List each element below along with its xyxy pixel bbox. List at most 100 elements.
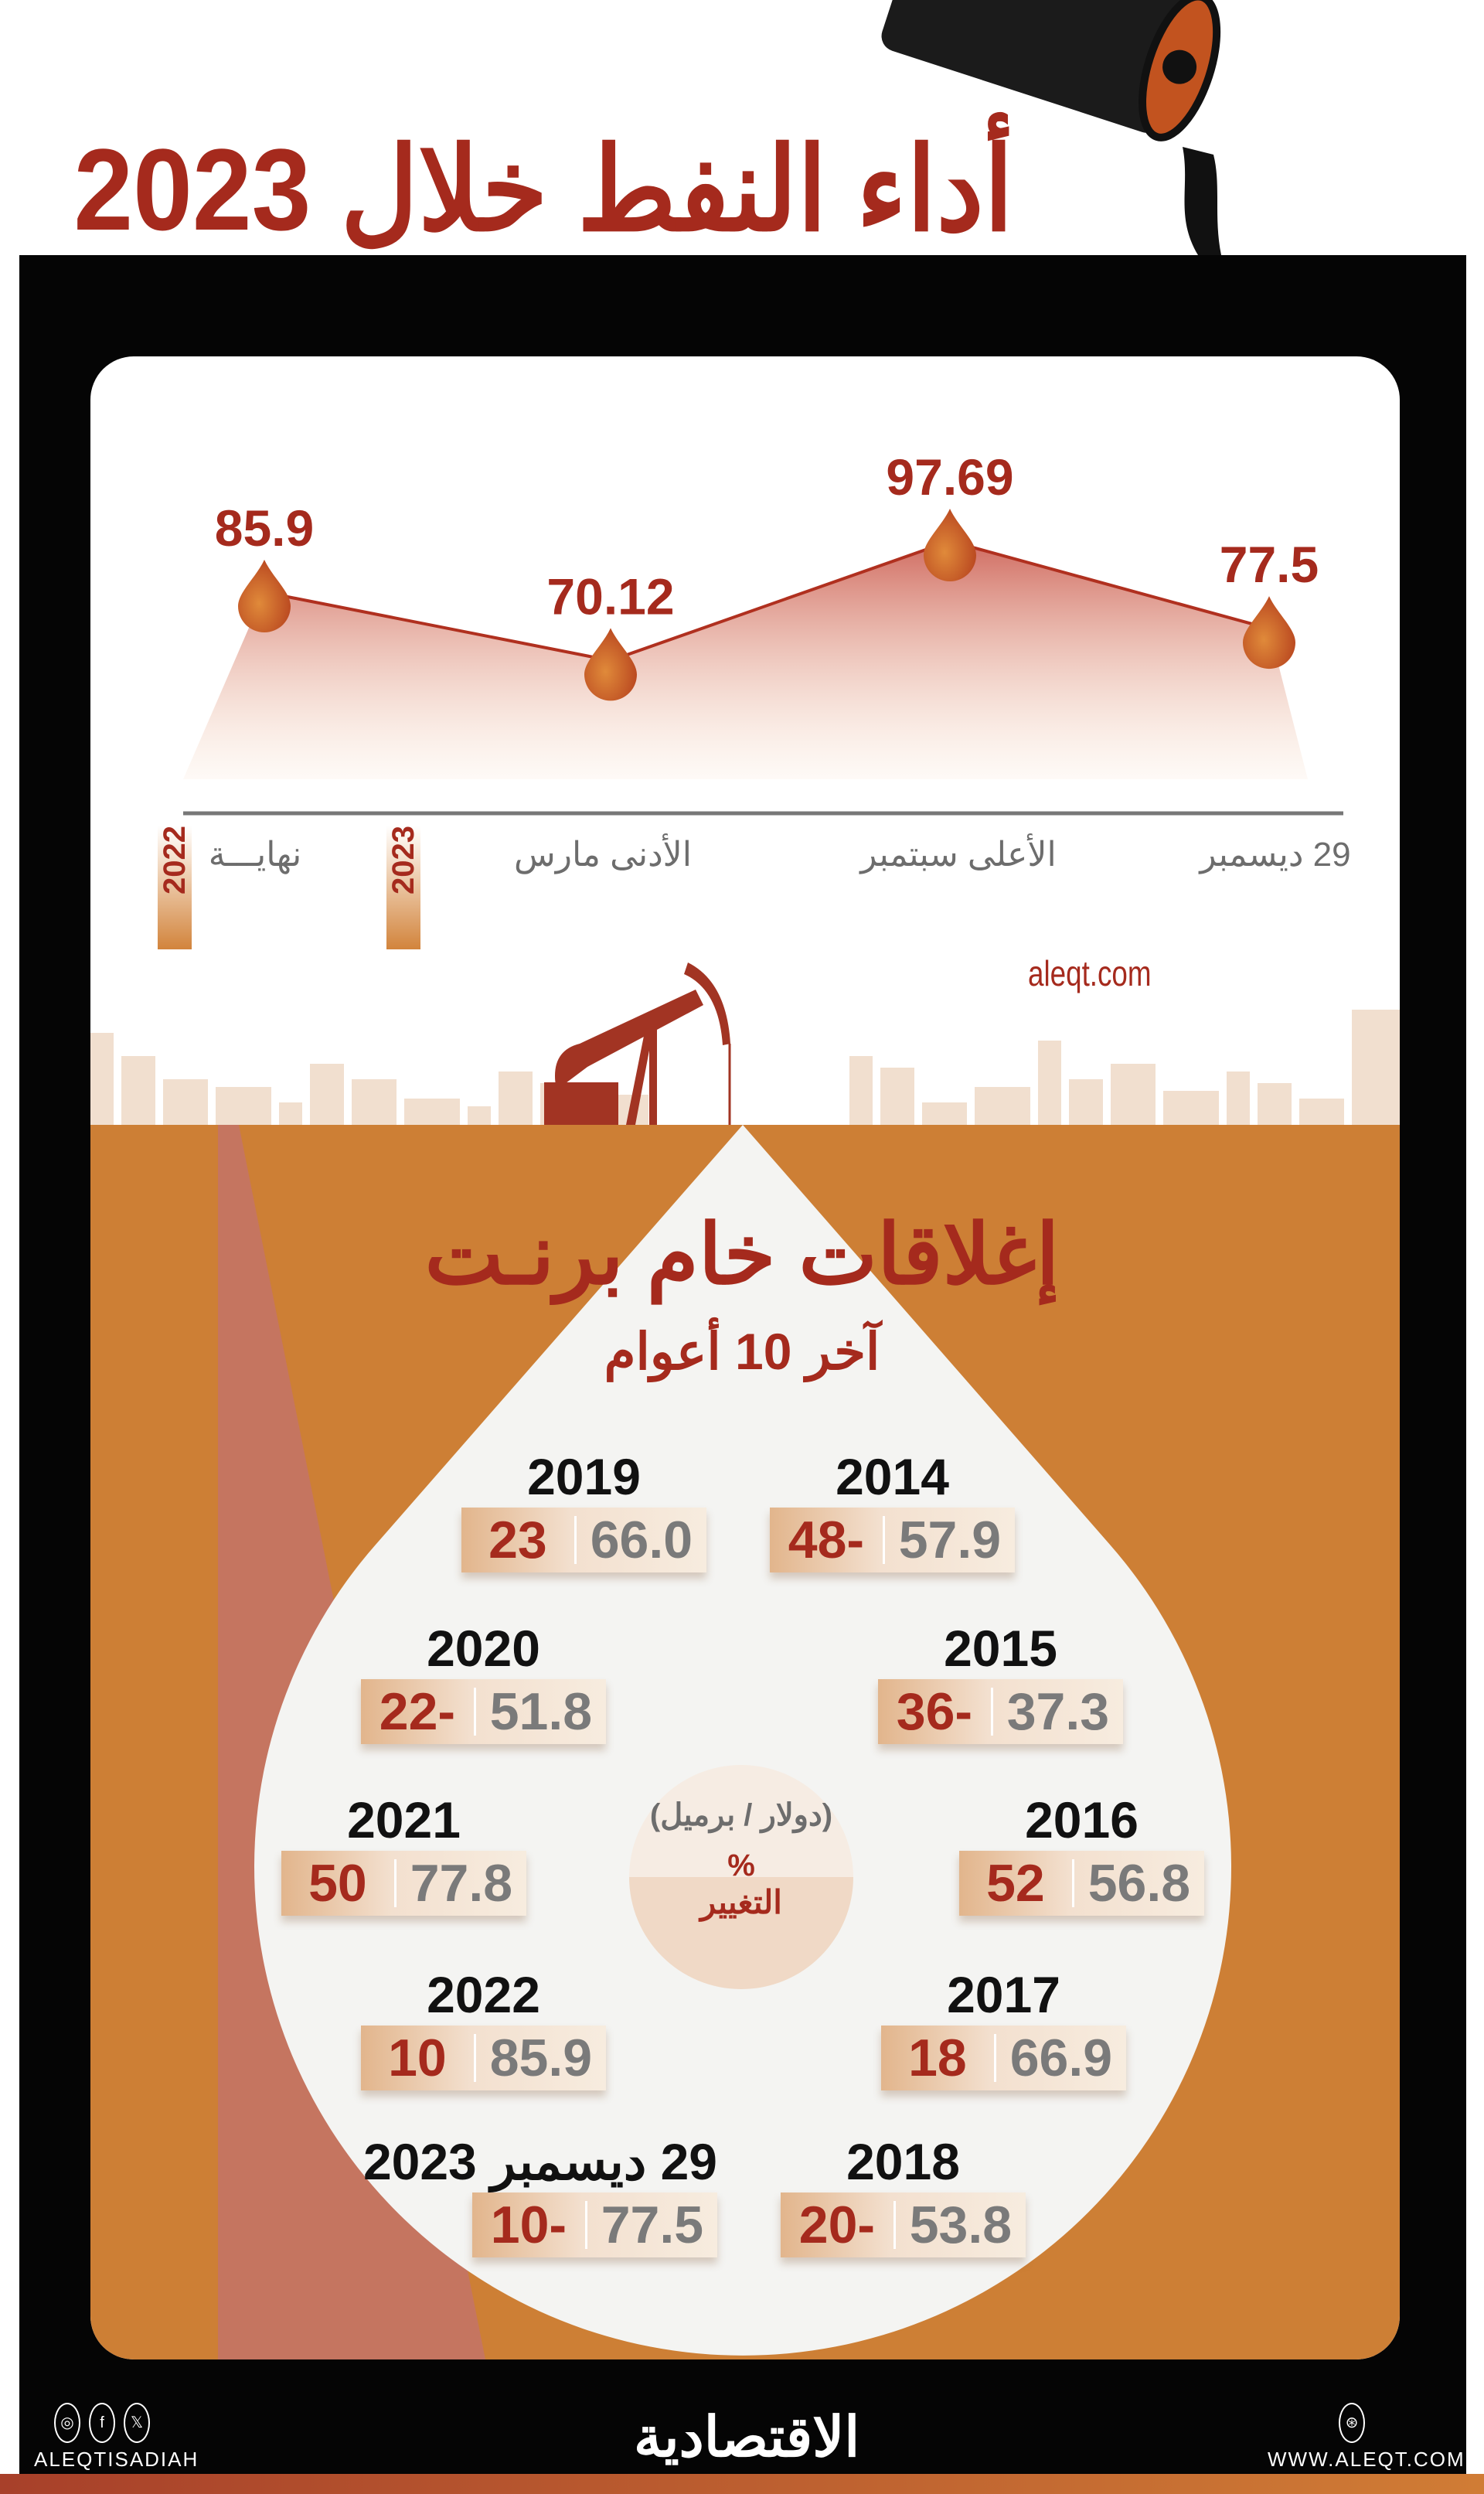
footer-bar	[0, 2474, 1484, 2494]
brent-title: إغلاقات خام برنـت	[424, 1208, 1060, 1301]
year-box: 10 85.9	[361, 2026, 606, 2090]
year-box: 22- 51.8	[361, 1679, 606, 1744]
price-value: 77.8	[410, 1854, 513, 1913]
change-value: 18	[908, 2029, 967, 2087]
change-value: 22-	[379, 1682, 456, 1741]
building	[310, 1064, 344, 1126]
divider	[993, 2034, 996, 2082]
year-tag: 2022	[158, 826, 192, 949]
divider	[473, 2034, 476, 2082]
price-value: 57.9	[898, 1511, 1002, 1569]
drop-marker	[1243, 596, 1295, 669]
year-label: 2017	[947, 1966, 1060, 2023]
year-box: 20- 53.8	[781, 2192, 1026, 2257]
building	[352, 1079, 397, 1126]
year-label: 2015	[944, 1620, 1057, 1677]
brand-logo: الاقتصادية	[634, 2407, 860, 2468]
building	[404, 1099, 460, 1126]
year-label: 2016	[1025, 1791, 1139, 1848]
x-label: الأعلى سبتمبر	[860, 836, 1057, 874]
legend-circle: (دولار / برميل) % التغيير	[629, 1765, 853, 1989]
year-tag: 2023	[386, 826, 420, 949]
building	[880, 1068, 914, 1126]
price-value: 56.8	[1087, 1854, 1191, 1913]
social-handle: ALEQTISADIAH	[34, 2448, 199, 2471]
building	[216, 1087, 271, 1126]
data-label: 97.69	[886, 448, 1013, 506]
price-value: 51.8	[489, 1682, 593, 1741]
building	[163, 1079, 208, 1126]
change-value: 20-	[798, 2196, 876, 2254]
chart-line	[264, 539, 1270, 663]
change-value: 52	[986, 1854, 1045, 1913]
change-value: 50	[308, 1854, 367, 1913]
instagram-icon[interactable]: ◎	[54, 2403, 80, 2443]
building	[1069, 1079, 1103, 1126]
x-label: الأدنى مارس	[514, 836, 692, 874]
year-label: 2018	[846, 2133, 960, 2190]
building	[1163, 1091, 1219, 1126]
facebook-icon[interactable]: f	[89, 2403, 115, 2443]
legend-percent: %	[727, 1848, 755, 1882]
website-url[interactable]: WWW.ALEQT.COM	[1268, 2448, 1465, 2471]
drop-marker	[924, 509, 976, 581]
divider	[882, 1516, 885, 1564]
pump-jack-icon	[544, 963, 731, 1126]
oil-barrel-icon	[881, 0, 1221, 255]
legend-unit: (دولار / برميل)	[649, 1798, 833, 1832]
change-value: 10-	[490, 2196, 567, 2254]
year-box: 23 66.0	[461, 1508, 706, 1572]
year-label: 2022	[427, 1966, 540, 2023]
year-box: 36- 37.3	[878, 1679, 1123, 1744]
data-label: 85.9	[215, 499, 314, 557]
page-title: أداء النفط خلال 2023	[73, 124, 1014, 254]
building	[1227, 1072, 1250, 1126]
change-value: 48-	[788, 1511, 865, 1569]
building	[922, 1102, 967, 1126]
year-box: 10- 77.5	[472, 2192, 717, 2257]
drop-marker	[584, 628, 637, 701]
building	[468, 1106, 491, 1126]
change-value: 10	[388, 2029, 447, 2087]
web-icon[interactable]: ⊛	[1339, 2403, 1365, 2443]
divider	[473, 1688, 476, 1736]
change-value: 36-	[896, 1682, 973, 1741]
x-label: نهايـــة	[208, 836, 302, 874]
skyline	[90, 1010, 1400, 1126]
price-value: 85.9	[489, 2029, 593, 2087]
price-value: 66.0	[590, 1511, 693, 1569]
site-link[interactable]: aleqt.com	[1028, 953, 1152, 993]
x-icon[interactable]: 𝕏	[124, 2403, 150, 2443]
building	[121, 1056, 155, 1126]
brent-subtitle: آخر 10 أعوام	[604, 1323, 880, 1380]
change-value: 23	[488, 1511, 547, 1569]
price-value: 53.8	[909, 2196, 1013, 2254]
year-box: 50 77.8	[281, 1851, 526, 1916]
year-label: 2021	[347, 1791, 461, 1848]
building	[849, 1056, 873, 1126]
year-box: 52 56.8	[959, 1851, 1204, 1916]
divider	[574, 1516, 577, 1564]
building	[90, 1033, 114, 1126]
building	[1258, 1083, 1292, 1126]
year-label: 2014	[836, 1448, 949, 1505]
data-label: 70.12	[546, 567, 674, 625]
building	[1038, 1041, 1061, 1126]
year-label: 2019	[527, 1448, 641, 1505]
building	[1111, 1064, 1156, 1126]
price-chart: 85.9 70.12 97.69 77.5	[183, 448, 1343, 816]
building	[1352, 1010, 1400, 1126]
price-value: 66.9	[1009, 2029, 1113, 2087]
divider	[990, 1688, 993, 1736]
price-value: 77.5	[601, 2196, 704, 2254]
chart-area	[183, 541, 1308, 779]
brent-section	[90, 1125, 1400, 2359]
building	[279, 1102, 302, 1126]
building	[1299, 1099, 1344, 1126]
divider	[1071, 1859, 1074, 1907]
building	[975, 1087, 1030, 1126]
divider	[893, 2201, 896, 2249]
price-value: 37.3	[1006, 1682, 1110, 1741]
legend-change: التغيير	[700, 1884, 782, 1920]
x-label: 29 ديسمبر	[1200, 836, 1351, 874]
